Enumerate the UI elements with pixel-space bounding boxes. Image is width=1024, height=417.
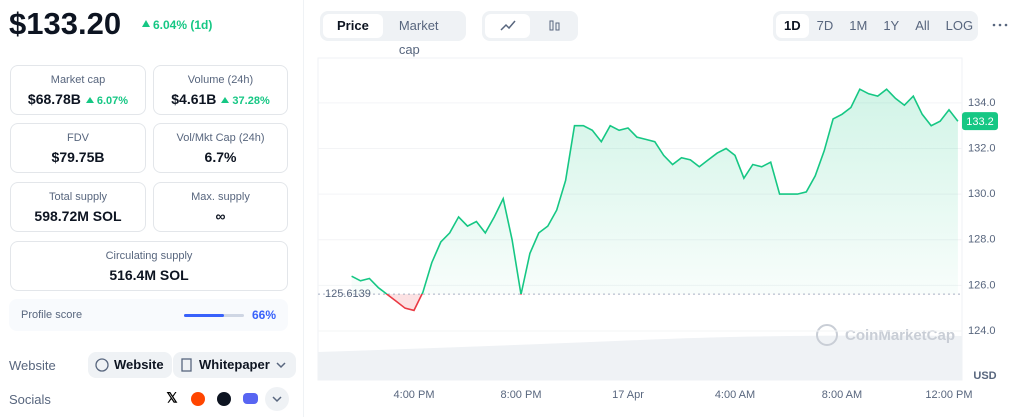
up-arrow: [221, 97, 230, 103]
x-tick-label: 4:00 AM: [715, 389, 755, 401]
stat-label: Max. supply: [191, 191, 250, 203]
y-tick-label: 126.0: [968, 279, 996, 291]
stat-value: ∞: [215, 208, 226, 224]
divider: [303, 0, 304, 417]
stat-change: 37.28%: [232, 95, 270, 107]
chart-tabs: Price Market cap: [320, 11, 466, 57]
y-tick-label: 134.0: [968, 97, 996, 109]
social-icons[interactable]: 𝕏: [160, 386, 290, 412]
svg-text:𝕏: 𝕏: [166, 390, 178, 406]
whitepaper-button[interactable]: Whitepaper: [173, 352, 296, 378]
score-bar: [184, 314, 224, 317]
range-button[interactable]: 1Y: [883, 18, 900, 33]
website-button[interactable]: Website: [88, 352, 172, 378]
score-value: 66%: [252, 308, 277, 322]
watermark-logo: [816, 324, 838, 346]
profile-label: Profile score: [21, 309, 83, 321]
last-price-label: 133.2: [966, 116, 994, 128]
stat-label: Vol/Mkt Cap (24h): [176, 132, 265, 144]
x-tick-label: 8:00 AM: [822, 389, 862, 401]
socials-label: Socials: [9, 392, 51, 407]
stat-value-row: 598.72M SOL: [11, 208, 145, 224]
y-tick-label: 124.0: [968, 325, 996, 337]
price-area: [351, 89, 958, 311]
stat-value-row: $79.75B: [11, 149, 145, 165]
stat-value: 516.4M SOL: [109, 267, 189, 283]
y-tick-label: 132.0: [968, 142, 996, 154]
range-button[interactable]: LOG: [945, 18, 974, 33]
stat-card: Vol/Mkt Cap (24h) 6.7%: [153, 123, 288, 173]
stat-value: 598.72M SOL: [34, 208, 122, 224]
currency: USD: [973, 370, 996, 382]
x-tick-label: 17 Apr: [612, 389, 644, 401]
stat-label: Circulating supply: [105, 250, 193, 262]
profile-score: Profile score 66%: [9, 299, 288, 331]
more-button[interactable]: [990, 20, 1010, 30]
watermark: CoinMarketCap: [845, 327, 955, 344]
stat-label: Total supply: [48, 191, 108, 203]
stat-card: Max. supply ∞: [153, 182, 288, 232]
range-button[interactable]: 1M: [849, 18, 868, 33]
y-tick-label: 128.0: [968, 234, 996, 246]
price: $133.20: [9, 6, 122, 41]
stat-value-row: ∞: [154, 208, 287, 224]
stat-value-row: $68.78B 6.07%: [11, 91, 145, 107]
chart-style: [482, 11, 578, 41]
price-line: [351, 88, 959, 312]
stat-value-row: 6.7%: [154, 149, 287, 165]
chart-style-icons[interactable]: [485, 14, 575, 38]
stat-value-row: $4.61B 37.28%: [154, 91, 287, 107]
stat-value: $4.61B: [171, 91, 217, 107]
x-tick-label: 12:00 PM: [925, 389, 972, 401]
stat-card: Total supply 598.72M SOL: [10, 182, 146, 232]
stat-card: Market cap $68.78B 6.07%: [10, 65, 146, 115]
stat-card: Circulating supply 516.4M SOL: [10, 241, 288, 291]
score-track: [184, 314, 244, 317]
arrow: [85, 97, 94, 103]
range-button[interactable]: All: [915, 18, 930, 33]
baseline-label: 125.6139: [325, 288, 371, 300]
stat-label: FDV: [67, 132, 89, 144]
range-selector: 1D 7D 1M 1Y All LOG: [773, 11, 978, 41]
up-arrow: [142, 20, 150, 27]
chart-tab[interactable]: Market cap: [398, 18, 439, 57]
chart-tab[interactable]: Price: [323, 14, 383, 38]
x-tick-label: 8:00 PM: [501, 389, 542, 401]
y-tick-label: 130.0: [968, 188, 996, 200]
stat-value-row: 516.4M SOL: [11, 267, 287, 283]
stat-card: FDV $79.75B: [10, 123, 146, 173]
link-icons: [95, 358, 286, 372]
volume-area: [318, 335, 962, 380]
arrow: [221, 97, 230, 103]
stat-value: $79.75B: [51, 149, 105, 165]
price-change: 6.04% (1d): [153, 18, 213, 32]
stat-label: Volume (24h): [187, 74, 254, 86]
x-tick-label: 4:00 PM: [394, 389, 435, 401]
website-label: Website: [9, 358, 56, 373]
range-button[interactable]: 7D: [816, 18, 834, 33]
stat-card[interactable]: Volume (24h) $4.61B 37.28%: [153, 65, 288, 115]
range-button[interactable]: 1D: [776, 14, 809, 38]
up-arrow: [85, 97, 94, 103]
stat-label: Market cap: [50, 74, 106, 86]
stat-value: 6.7%: [204, 149, 237, 165]
stat-value: $68.78B: [27, 91, 81, 107]
last-price-tag: [962, 112, 998, 131]
stat-change: 6.07%: [96, 95, 129, 107]
